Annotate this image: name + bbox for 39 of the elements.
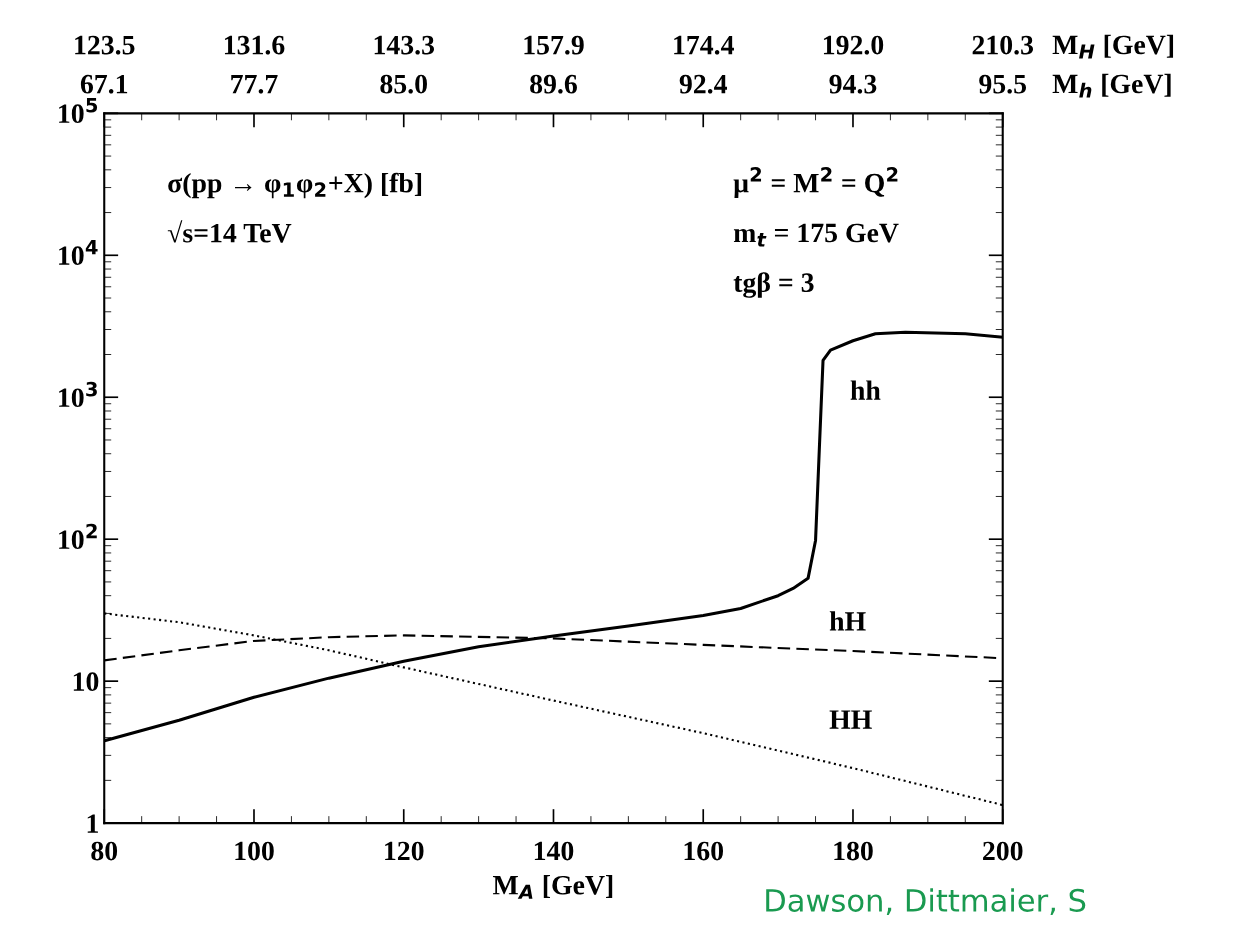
text: 67.1 (80, 74, 128, 94)
text: 210.3 (972, 35, 1034, 55)
annotation: tgβ = 3 (733, 272, 814, 298)
series-label: HH (829, 710, 872, 729)
x-tick-label: 140 (534, 841, 574, 861)
x-tick-label: 160 (684, 841, 724, 861)
text: 94.3 (829, 74, 877, 94)
text: 77.7 (231, 75, 278, 94)
text: M$_{h}$ [GeV] (1052, 73, 1171, 98)
x-tick-label: 100 (235, 841, 274, 861)
y-tick-label: 10 (73, 672, 99, 692)
y-tick-label: 10$^{3}$ (59, 381, 97, 408)
annotation: √s=14 TeV (167, 220, 292, 243)
text: 143.3 (374, 35, 435, 55)
text: 157.9 (524, 35, 584, 55)
text: 89.6 (530, 74, 577, 94)
text: 92.4 (679, 74, 728, 94)
text: M$_{H}$ [GeV] (1052, 34, 1174, 59)
text: 131.6 (224, 35, 285, 55)
x-tick-label: 180 (834, 841, 873, 861)
x-tick-label: 200 (983, 841, 1023, 861)
x-tick-label: 120 (385, 841, 424, 861)
annotation: m$_{t}$ = 175 GeV (733, 223, 899, 247)
text: Dawson, Dittmaier, S (766, 888, 1086, 916)
text: 95.5 (979, 74, 1027, 94)
y-tick-label: 10$^{5}$ (59, 98, 98, 124)
annotation: μ$^{2}$ = M$^{2}$ = Q$^{2}$ (733, 167, 898, 199)
series-label: hH (829, 611, 866, 631)
y-tick-label: 1 (87, 814, 98, 833)
text: 85.0 (380, 74, 427, 94)
y-tick-label: 10$^{2}$ (59, 523, 97, 550)
x-tick-label: 80 (91, 841, 118, 861)
text: 174.4 (674, 35, 734, 55)
annotation: σ(pp → φ$_{1}$φ$_{2}$+X) [fb] (168, 172, 422, 199)
series-label: hh (850, 380, 881, 400)
x-axis-title: M$_{A}$ [GeV] (492, 875, 613, 899)
text: 123.5 (75, 35, 135, 55)
text: 192.0 (823, 35, 884, 55)
y-tick-label: 10$^{4}$ (59, 239, 98, 266)
